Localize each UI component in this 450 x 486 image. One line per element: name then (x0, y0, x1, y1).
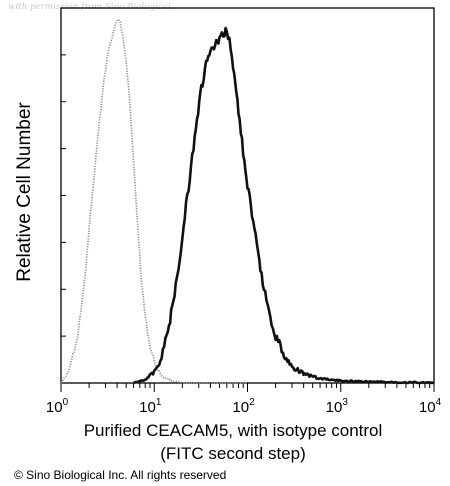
x-tick-label: 101 (139, 397, 162, 416)
x-tick-label: 103 (326, 397, 349, 416)
ceacam5-curve (133, 26, 435, 385)
x-tick-label: 100 (46, 397, 69, 416)
x-tick-label: 104 (419, 397, 442, 416)
x-axis-label-line2: (FITC second step) (160, 444, 306, 463)
x-tick-label: 102 (232, 397, 255, 416)
y-axis-ticks (61, 54, 66, 337)
series-layer (60, 18, 435, 385)
y-axis-label: Relative Cell Number (14, 102, 35, 282)
copyright-notice: © Sino Biological Inc. All rights reserv… (14, 468, 227, 482)
x-axis-label-line1: Purified CEACAM5, with isotype control (83, 421, 383, 440)
watermark-text: with permission from Sino Biological (8, 2, 171, 12)
isotype-control-curve (60, 18, 248, 384)
x-axis-ticks: 100 101 102 103 104 (46, 383, 442, 416)
plot-frame (60, 7, 435, 384)
